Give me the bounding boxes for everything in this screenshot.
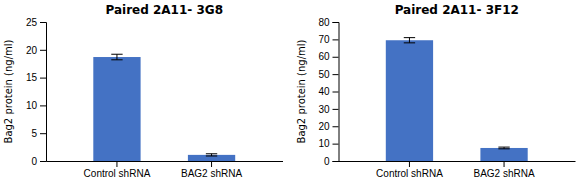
y-axis: 0 10 20 30 40 50 60 70 80 xyxy=(318,17,339,167)
tick-label: 10 xyxy=(318,138,330,149)
y-axis-title: Bag2 protein (ng/ml) xyxy=(3,39,14,143)
tick-mark xyxy=(333,22,339,23)
figure: 0 5 10 15 20 25 Control shRNA BAG2 shRNA Paired … xyxy=(0,0,585,183)
tick: 15 xyxy=(26,72,46,83)
tick: 10 xyxy=(318,138,338,149)
marks xyxy=(93,54,235,161)
tick-mark xyxy=(40,50,46,51)
tick: Control shRNA xyxy=(376,161,443,179)
tick-label: BAG2 shRNA xyxy=(473,168,534,179)
tick: BAG2 shRNA xyxy=(473,161,534,179)
y-axis: 0 5 10 15 20 25 xyxy=(26,17,47,167)
tick-label: Control shRNA xyxy=(376,168,443,179)
axis-line xyxy=(339,161,576,162)
error-bar xyxy=(206,154,217,156)
tick: 70 xyxy=(318,34,338,45)
tick-label: 40 xyxy=(318,86,330,97)
tick: 25 xyxy=(26,17,46,28)
tick: 10 xyxy=(26,100,46,111)
bar xyxy=(386,40,433,161)
tick-label: Control shRNA xyxy=(84,168,151,179)
tick-mark xyxy=(333,126,339,127)
tick-mark xyxy=(333,57,339,58)
tick-mark xyxy=(211,161,212,167)
tick: 20 xyxy=(318,121,338,132)
tick-label: 20 xyxy=(26,45,38,56)
tick: 5 xyxy=(31,128,46,139)
error-bar xyxy=(111,54,122,60)
axis-line xyxy=(40,23,47,162)
bar xyxy=(93,57,140,161)
tick: 80 xyxy=(318,17,338,28)
tick: BAG2 shRNA xyxy=(181,161,242,179)
tick-mark xyxy=(333,74,339,75)
error-bar xyxy=(498,147,509,149)
x-axis: Control shRNA BAG2 shRNA xyxy=(47,161,284,179)
tick-label: 70 xyxy=(318,34,330,45)
tick-label: 5 xyxy=(31,128,37,139)
tick-label: 50 xyxy=(318,69,330,80)
tick-mark xyxy=(504,161,505,167)
title: Paired 2A11- 3F12 xyxy=(395,3,519,17)
tick-label: 10 xyxy=(26,100,38,111)
tick-label: 20 xyxy=(318,121,330,132)
tick-mark xyxy=(40,161,46,162)
tick-mark xyxy=(40,105,46,106)
tick-mark xyxy=(116,161,117,167)
tick-label: 0 xyxy=(31,156,37,167)
panel: 0 10 20 30 40 50 60 70 80 Control shRNA BAG2 shRNA… xyxy=(296,3,576,179)
tick-mark xyxy=(409,161,410,167)
axis-line xyxy=(333,23,340,162)
tick-mark xyxy=(40,22,46,23)
bar xyxy=(480,148,527,161)
tick-label: 15 xyxy=(26,72,38,83)
tick: Control shRNA xyxy=(84,161,151,179)
tick: 60 xyxy=(318,51,338,62)
tick-mark xyxy=(333,109,339,110)
error-bar xyxy=(404,38,415,43)
tick: 0 xyxy=(31,156,46,167)
tick: 50 xyxy=(318,69,338,80)
tick-label: 80 xyxy=(318,17,330,28)
tick-mark xyxy=(333,92,339,93)
tick-label: 30 xyxy=(318,104,330,115)
tick: 40 xyxy=(318,86,338,97)
tick: 20 xyxy=(26,45,46,56)
axis-line xyxy=(47,161,284,162)
tick-label: BAG2 shRNA xyxy=(181,168,242,179)
title: Paired 2A11- 3G8 xyxy=(105,3,223,17)
tick-mark xyxy=(40,133,46,134)
tick-mark xyxy=(333,144,339,145)
x-axis: Control shRNA BAG2 shRNA xyxy=(339,161,576,179)
tick-label: 25 xyxy=(26,17,38,28)
tick: 0 xyxy=(324,156,339,167)
tick-mark xyxy=(333,161,339,162)
tick-label: 0 xyxy=(324,156,330,167)
tick-label: 60 xyxy=(318,51,330,62)
tick-mark xyxy=(333,39,339,40)
tick-mark xyxy=(40,78,46,79)
marks xyxy=(386,38,528,161)
y-axis-title: Bag2 protein (ng/ml) xyxy=(296,39,307,143)
panel: 0 5 10 15 20 25 Control shRNA BAG2 shRNA Paired … xyxy=(3,3,283,179)
tick: 30 xyxy=(318,104,338,115)
